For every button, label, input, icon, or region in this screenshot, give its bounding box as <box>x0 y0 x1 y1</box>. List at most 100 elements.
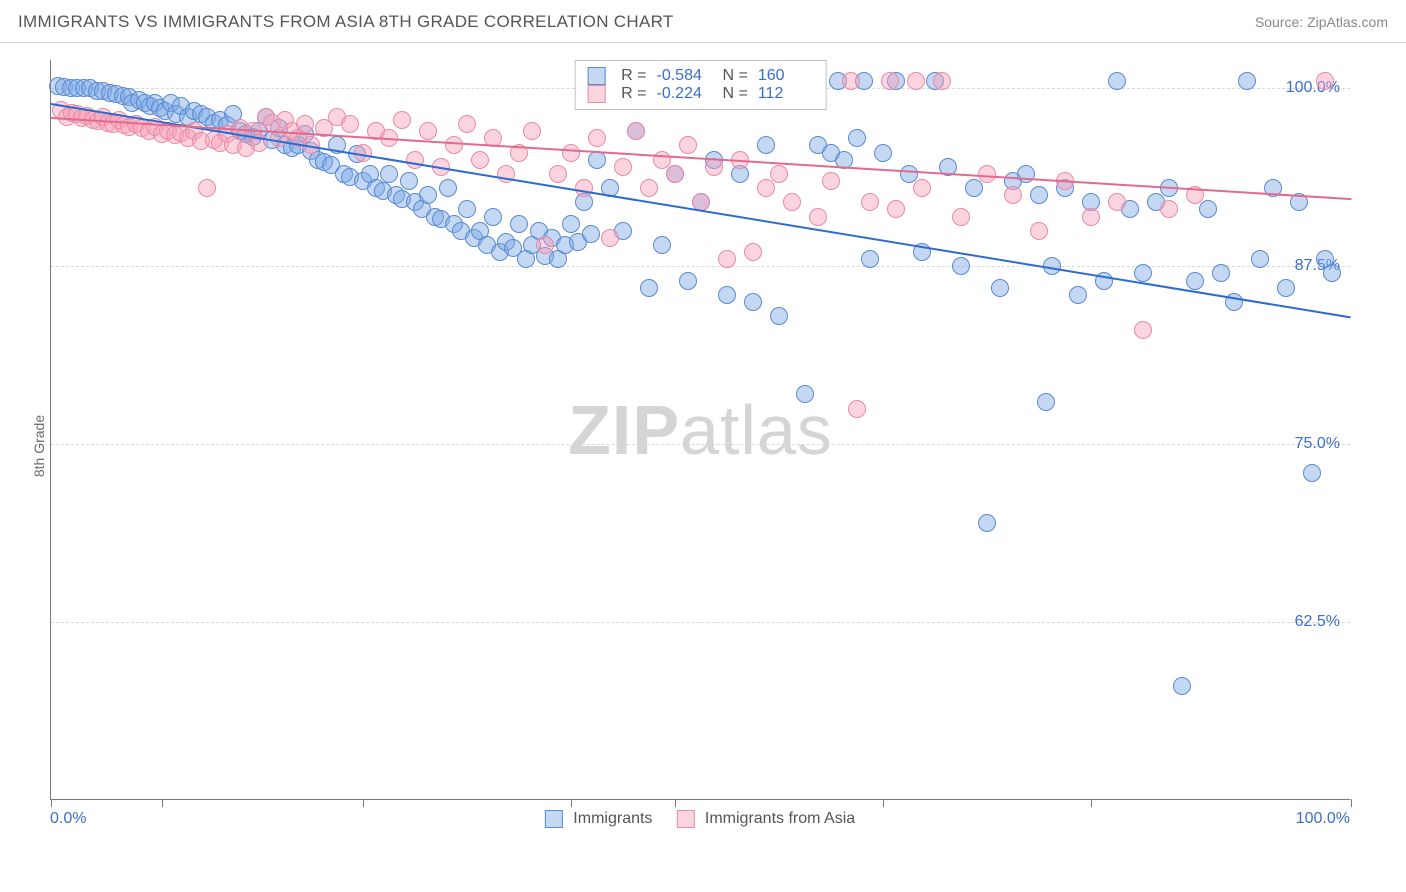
scatter-point-immigrants_asia <box>848 400 866 418</box>
scatter-point-immigrants_asia <box>1030 222 1048 240</box>
scatter-point-immigrants_asia <box>296 115 314 133</box>
scatter-point-immigrants_asia <box>562 144 580 162</box>
scatter-point-immigrants <box>770 307 788 325</box>
x-tick <box>162 799 163 807</box>
scatter-point-immigrants_asia <box>718 250 736 268</box>
scatter-point-immigrants_asia <box>1134 321 1152 339</box>
scatter-point-immigrants_asia <box>881 72 899 90</box>
x-min-label: 0.0% <box>50 810 86 828</box>
x-tick <box>571 799 572 807</box>
chart-title: IMMIGRANTS VS IMMIGRANTS FROM ASIA 8TH G… <box>18 12 674 32</box>
scatter-point-immigrants_asia <box>1108 193 1126 211</box>
scatter-point-immigrants <box>952 257 970 275</box>
scatter-point-immigrants <box>1069 286 1087 304</box>
x-max-label: 100.0% <box>1296 810 1350 828</box>
stats-N-value-1: 112 <box>758 85 814 103</box>
legend-swatch-0 <box>545 810 563 828</box>
stats-N-label-0: N = <box>723 67 748 85</box>
scatter-point-immigrants <box>582 225 600 243</box>
x-axis-labels: 0.0% Immigrants Immigrants from Asia 100… <box>50 810 1350 840</box>
scatter-point-immigrants <box>510 215 528 233</box>
scatter-point-immigrants <box>419 186 437 204</box>
x-tick <box>675 799 676 807</box>
stats-N-label-1: N = <box>723 85 748 103</box>
scatter-point-immigrants_asia <box>341 115 359 133</box>
scatter-point-immigrants <box>640 279 658 297</box>
scatter-point-immigrants <box>439 179 457 197</box>
scatter-point-immigrants_asia <box>627 122 645 140</box>
scatter-point-immigrants_asia <box>640 179 658 197</box>
scatter-point-immigrants <box>757 136 775 154</box>
scatter-point-immigrants_asia <box>393 111 411 129</box>
scatter-point-immigrants_asia <box>1004 186 1022 204</box>
scatter-point-immigrants <box>1186 272 1204 290</box>
scatter-point-immigrants <box>1030 186 1048 204</box>
scatter-point-immigrants <box>861 250 879 268</box>
stats-swatch-0 <box>587 67 605 85</box>
stats-legend-row-1: R = -0.224 N = 112 <box>587 85 814 103</box>
y-axis-label: 8th Grade <box>31 415 47 477</box>
x-tick <box>1091 799 1092 807</box>
scatter-point-immigrants_asia <box>770 165 788 183</box>
scatter-point-immigrants_asia <box>458 115 476 133</box>
scatter-point-immigrants_asia <box>536 236 554 254</box>
scatter-point-immigrants <box>1199 200 1217 218</box>
scatter-point-immigrants <box>1277 279 1295 297</box>
scatter-point-immigrants_asia <box>783 193 801 211</box>
legend-item-0: Immigrants <box>545 810 653 828</box>
scatter-point-immigrants <box>1108 72 1126 90</box>
scatter-point-immigrants_asia <box>933 72 951 90</box>
scatter-point-immigrants_asia <box>575 179 593 197</box>
scatter-point-immigrants <box>1173 677 1191 695</box>
scatter-point-immigrants_asia <box>887 200 905 218</box>
scatter-point-immigrants_asia <box>952 208 970 226</box>
x-tick <box>883 799 884 807</box>
scatter-point-immigrants_asia <box>419 122 437 140</box>
scatter-point-immigrants <box>458 200 476 218</box>
scatter-point-immigrants_asia <box>679 136 697 154</box>
stats-legend-row-0: R = -0.584 N = 160 <box>587 67 814 85</box>
scatter-point-immigrants <box>400 172 418 190</box>
scatter-point-immigrants <box>653 236 671 254</box>
scatter-point-immigrants_asia <box>913 179 931 197</box>
scatter-point-immigrants_asia <box>614 158 632 176</box>
source-label: Source: ZipAtlas.com <box>1255 14 1388 30</box>
scatter-point-immigrants_asia <box>471 151 489 169</box>
scatter-point-immigrants_asia <box>1082 208 1100 226</box>
scatter-point-immigrants <box>744 293 762 311</box>
legend-swatch-1 <box>676 810 694 828</box>
scatter-point-immigrants <box>1323 264 1341 282</box>
scatter-point-immigrants <box>848 129 866 147</box>
scatter-point-immigrants <box>679 272 697 290</box>
scatter-point-immigrants_asia <box>1160 200 1178 218</box>
plot-area: ZIPatlas R = -0.584 N = 160 R = -0.224 N… <box>50 60 1350 800</box>
watermark: ZIPatlas <box>568 390 833 470</box>
scatter-point-immigrants_asia <box>523 122 541 140</box>
bottom-legend: Immigrants Immigrants from Asia <box>545 810 855 828</box>
scatter-point-immigrants <box>562 215 580 233</box>
scatter-point-immigrants <box>874 144 892 162</box>
trend-line-immigrants_asia <box>51 117 1351 200</box>
gridline-h <box>51 266 1350 267</box>
scatter-point-immigrants_asia <box>666 165 684 183</box>
stats-R-value-1: -0.224 <box>657 85 713 103</box>
stats-N-value-0: 160 <box>758 67 814 85</box>
scatter-point-immigrants_asia <box>1316 72 1334 90</box>
scatter-point-immigrants <box>380 165 398 183</box>
stats-R-label-1: R = <box>621 85 646 103</box>
legend-label-1: Immigrants from Asia <box>705 810 855 827</box>
scatter-point-immigrants_asia <box>198 179 216 197</box>
gridline-h <box>51 444 1350 445</box>
scatter-point-immigrants_asia <box>757 179 775 197</box>
watermark-rest: atlas <box>680 391 833 469</box>
scatter-point-immigrants_asia <box>809 208 827 226</box>
legend-label-0: Immigrants <box>573 810 652 827</box>
chart-header: IMMIGRANTS VS IMMIGRANTS FROM ASIA 8TH G… <box>0 0 1406 43</box>
x-tick <box>51 799 52 807</box>
scatter-point-immigrants_asia <box>601 229 619 247</box>
stats-legend: R = -0.584 N = 160 R = -0.224 N = 112 <box>574 60 827 110</box>
x-tick <box>1351 799 1352 807</box>
scatter-point-immigrants <box>965 179 983 197</box>
stats-R-label-0: R = <box>621 67 646 85</box>
gridline-h <box>51 622 1350 623</box>
